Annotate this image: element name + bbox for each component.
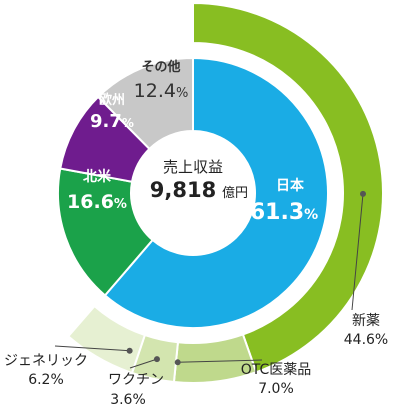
center-unit: 億円 (222, 185, 248, 201)
slice-label-europe-name: 欧州 (99, 92, 125, 108)
leader-new-drugs (351, 193, 364, 311)
center-total: 9,818 (150, 178, 216, 202)
center-title: 売上収益 (163, 158, 223, 176)
slice-label-europe-value: 9.7% (90, 111, 134, 132)
segment-new-drugs (192, 1, 384, 374)
outer-label-otc-value: 7.0% (258, 381, 294, 397)
segment-generic (66, 304, 147, 375)
outer-label-new-drugs-value: 44.6% (344, 332, 388, 348)
slice-japan (103, 56, 329, 329)
leader-vaccine-dot (153, 356, 160, 363)
slice-north-america (57, 167, 154, 297)
outer-label-generic-name: ジェネリック (4, 353, 88, 369)
slice-label-north-america-name: 北米 (83, 168, 112, 185)
slice-label-other-value: 12.4% (134, 80, 189, 102)
leader-generic-dot (126, 347, 133, 354)
leader-otc-dot (174, 359, 181, 366)
outer-label-vaccine-value: 3.6% (110, 392, 146, 408)
outer-label-vaccine-name: ワクチン (108, 372, 164, 388)
slice-label-north-america-value: 16.6% (67, 191, 127, 213)
leader-lines (54, 190, 366, 369)
slice-label-japan-name: 日本 (276, 177, 305, 194)
slice-other (96, 56, 194, 151)
leader-vaccine (129, 358, 158, 369)
leader-new-drugs-dot (359, 190, 366, 197)
leader-otc (177, 359, 263, 363)
slice-label-japan-value: 61.3% (250, 200, 318, 225)
inner-ring (57, 56, 329, 329)
outer-label-generic-value: 6.2% (28, 372, 64, 388)
leader-generic (54, 345, 130, 352)
slice-label-other-name: その他 (141, 59, 180, 75)
outer-label-new-drugs-name: 新薬 (352, 313, 380, 329)
outer-label-otc-name: OTC医薬品 (241, 362, 312, 378)
